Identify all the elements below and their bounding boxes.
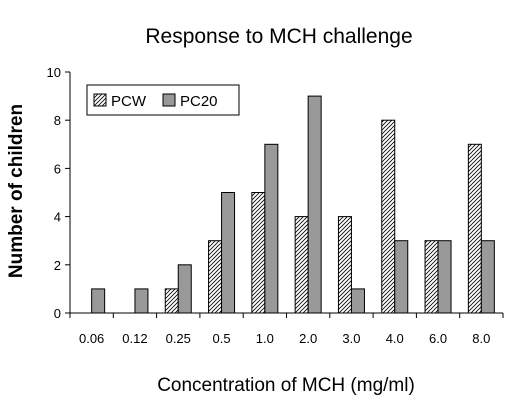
bar-pc20-0_12	[134, 288, 149, 314]
legend: PCW PC20	[86, 84, 240, 116]
y-tick-label: 0	[54, 306, 61, 321]
bar-pc20-8_0	[480, 240, 495, 314]
y-tick-label: 10	[47, 65, 61, 80]
x-tick-label: 1.0	[256, 331, 274, 346]
y-tick-label: 8	[54, 113, 61, 128]
bar-pcw-1_0	[251, 192, 266, 314]
chart-title: Response to MCH challenge	[145, 25, 412, 48]
y-tick-label: 2	[54, 258, 61, 273]
x-tick-label: 0.06	[79, 331, 104, 346]
x-axis-ticks: 0.06 0.12 0.25 0.5 1.0 2.0 3.0 4.0 6.0 8.0	[69, 313, 504, 346]
bars	[91, 95, 495, 314]
y-axis-ticks: 0 2 4 6 8 10	[47, 65, 70, 321]
bar-pc20-1_0	[264, 143, 279, 314]
y-axis-label: Number of children	[6, 104, 27, 278]
bar-pc20-2_0	[307, 95, 322, 314]
x-tick-label: 4.0	[386, 331, 404, 346]
x-tick-label: 0.25	[166, 331, 191, 346]
bar-pcw-0_5	[208, 240, 223, 314]
legend-swatch-pc20	[162, 93, 176, 107]
x-tick-label: 8.0	[472, 331, 490, 346]
bar-pcw-4_0	[381, 119, 396, 314]
bar-pcw-3_0	[337, 216, 352, 314]
bar-pcw-2_0	[294, 216, 309, 314]
legend-swatch-pcw	[93, 93, 107, 107]
bar-pc20-4_0	[394, 240, 409, 314]
x-tick-label: 2.0	[299, 331, 317, 346]
bar-pc20-6_0	[437, 240, 452, 314]
bar-pcw-0_25	[164, 288, 179, 314]
y-tick-label: 6	[54, 161, 61, 176]
legend-label-pc20: PC20	[180, 93, 218, 110]
bar-pcw-8_0	[467, 143, 482, 314]
x-tick-label: 0.5	[213, 331, 231, 346]
y-tick-label: 4	[54, 210, 61, 225]
x-tick-label: 0.12	[122, 331, 147, 346]
x-tick-label: 3.0	[342, 331, 360, 346]
bar-pc20-0_06	[91, 288, 106, 314]
bar-pc20-0_5	[221, 192, 236, 314]
bar-pc20-3_0	[350, 288, 365, 314]
bar-pc20-0_25	[177, 264, 192, 314]
x-tick-label: 6.0	[429, 331, 447, 346]
legend-label-pcw: PCW	[111, 93, 147, 110]
bar-pcw-6_0	[424, 240, 439, 314]
x-axis-label: Concentration of MCH (mg/ml)	[157, 375, 415, 396]
